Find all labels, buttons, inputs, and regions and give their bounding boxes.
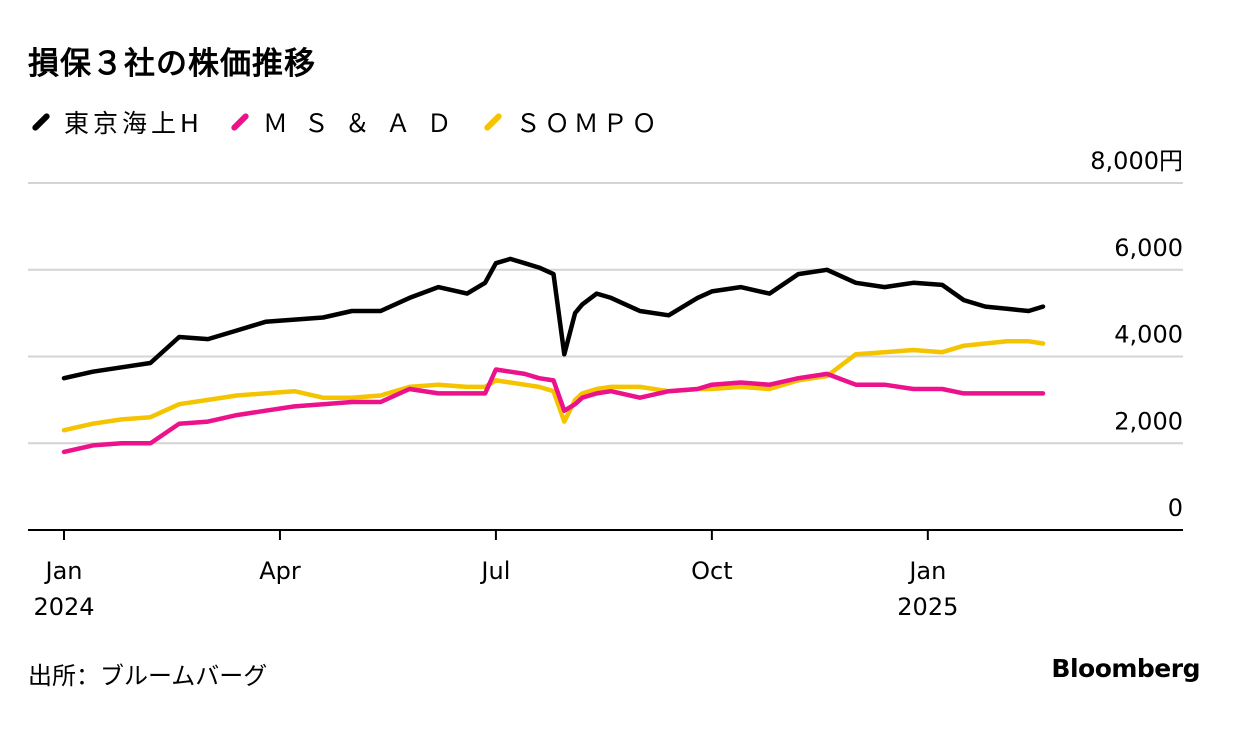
x-tick-label-2: Jul	[479, 557, 510, 585]
series-line-1	[61, 367, 1046, 455]
legend-label-sompo: ＳＯＭＰＯ	[515, 109, 661, 138]
legend: 東京海上H Ｍ Ｓ ＆ Ａ Ｄ ＳＯＭＰＯ	[30, 104, 687, 140]
source-note: 出所：ブルームバーグ	[28, 662, 268, 690]
legend-item-tokio-marine: 東京海上H	[30, 104, 203, 140]
y-tick-label-1: 6,000	[1114, 234, 1183, 262]
y-tick-label-4: 0	[1168, 494, 1183, 522]
x-tick-label-0: Jan	[44, 557, 83, 585]
line-chart: 8,000円 6,000 4,000 2,000 0 Jan 2024 Apr Jul Oct Ja…	[28, 147, 1183, 621]
x-tick-label-1: Apr	[259, 557, 301, 585]
x-tick-label-4: Jan	[907, 557, 946, 585]
x-tick-label-3: Oct	[691, 557, 733, 585]
legend-label-tokio-marine: 東京海上H	[64, 109, 203, 138]
y-tick-label-2: 4,000	[1114, 321, 1183, 349]
legend-item-msad: Ｍ Ｓ ＆ Ａ Ｄ	[229, 104, 456, 140]
x-tick-year-label-0: 2024	[33, 593, 94, 621]
series-line-0	[61, 256, 1046, 381]
series-line-2	[61, 339, 1046, 433]
x-tick-year-label-4: 2025	[897, 593, 958, 621]
y-tick-label-0: 8,000円	[1090, 147, 1183, 175]
chart-title: 損保３社の株価推移	[28, 46, 316, 82]
y-tick-label-3: 2,000	[1114, 407, 1183, 435]
bloomberg-logo: Bloomberg	[1051, 654, 1200, 683]
legend-item-sompo: ＳＯＭＰＯ	[482, 104, 661, 140]
legend-label-msad: Ｍ Ｓ ＆ Ａ Ｄ	[262, 109, 456, 138]
